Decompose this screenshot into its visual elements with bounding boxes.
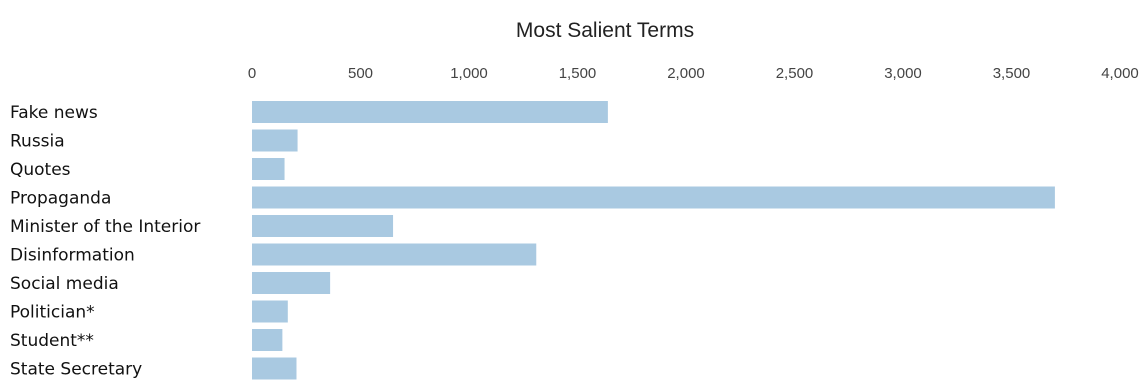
category-label: Disinformation — [10, 246, 135, 266]
bar — [252, 158, 285, 180]
x-tick-label: 4,000 — [1101, 65, 1139, 82]
bars — [252, 101, 1055, 380]
x-tick-label: 1,500 — [559, 65, 597, 82]
x-tick-label: 2,000 — [667, 65, 705, 82]
category-label: Fake news — [10, 103, 98, 123]
category-label: State Secretary — [10, 360, 142, 380]
category-label: Minister of the Interior — [10, 217, 200, 237]
x-tick-label: 2,500 — [776, 65, 814, 82]
bar — [252, 243, 537, 266]
x-tick-label: 3,000 — [884, 65, 922, 82]
bar — [252, 272, 331, 294]
bar — [252, 129, 298, 152]
bar — [252, 357, 297, 380]
x-tick-label: 500 — [348, 65, 373, 82]
category-label: Quotes — [10, 160, 71, 180]
x-axis-ticks: 0 500 1,000 1,500 2,000 2,500 3,000 3,500 4,000 — [248, 65, 1139, 82]
category-label: Politician* — [10, 303, 95, 323]
category-label: Student** — [10, 331, 94, 351]
x-tick-label: 3,500 — [993, 65, 1031, 82]
category-labels: Fake news Russia Quotes Propaganda Minister … — [10, 103, 200, 380]
bar — [252, 215, 394, 237]
bar — [252, 186, 1055, 209]
x-tick-label: 0 — [248, 65, 256, 82]
bar — [252, 300, 288, 323]
x-tick-label: 1,000 — [450, 65, 488, 82]
category-label: Social media — [10, 274, 119, 294]
category-label: Russia — [10, 132, 65, 152]
category-label: Propaganda — [10, 189, 111, 209]
bar — [252, 329, 283, 351]
bar — [252, 101, 608, 123]
chart-title: Most Salient Terms — [516, 19, 694, 42]
